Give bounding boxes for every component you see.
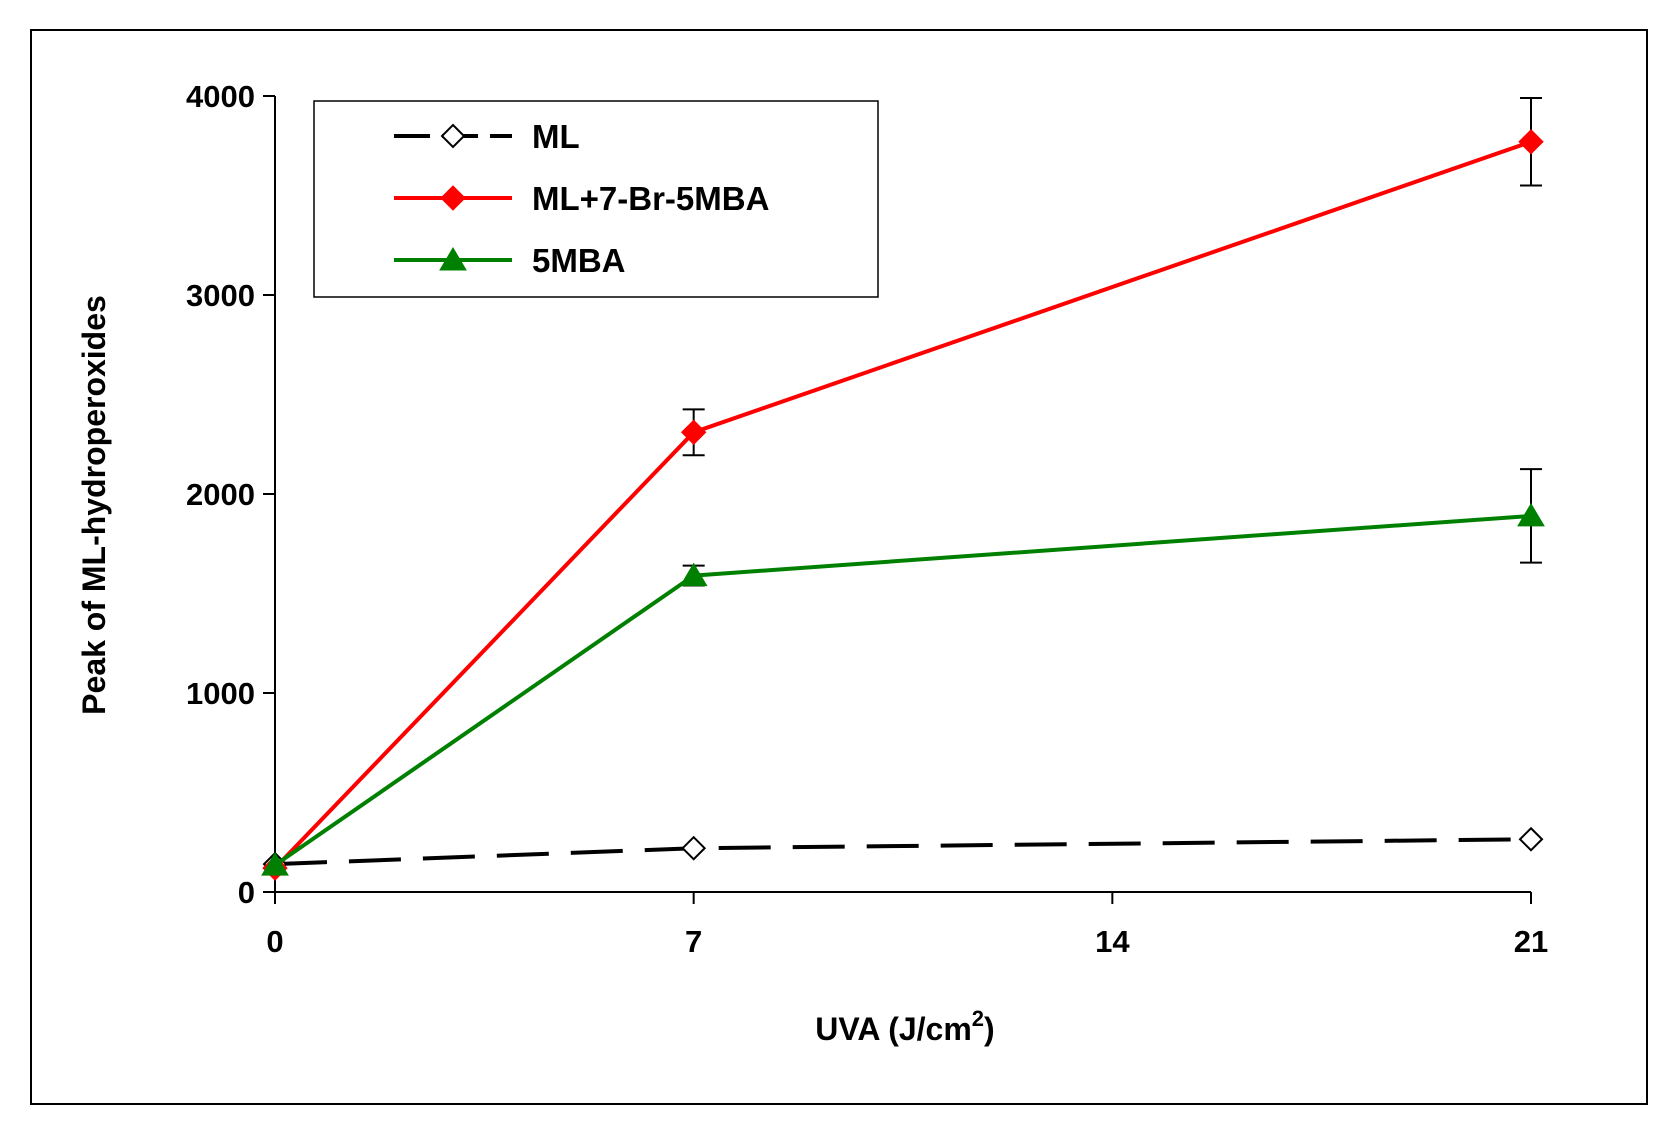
legend-label: 5MBA (532, 242, 626, 279)
data-point (261, 852, 289, 876)
legend-label: ML+7-Br-5MBA (532, 180, 769, 217)
x-tick-label: 14 (1095, 924, 1130, 959)
series-1 (262, 96, 1544, 881)
legend: ML ML+7-Br-5MBA 5MBA (313, 100, 879, 298)
legend-item-0: ML (394, 118, 580, 155)
y-tick-label: 2000 (186, 477, 255, 512)
y-tick-label: 0 (238, 875, 255, 910)
x-axis-label-superscript: 2 (972, 1006, 984, 1031)
legend-label: ML (532, 118, 580, 155)
legend-marker (440, 123, 466, 149)
y-tick-label: 4000 (186, 79, 255, 114)
series-2 (261, 468, 1545, 876)
y-tick-label: 3000 (186, 278, 255, 313)
data-point (681, 835, 707, 861)
y-tick-label: 1000 (186, 676, 255, 711)
axes: 0 1000 2000 3000 4000 0 7 14 21 (186, 79, 1548, 959)
legend-items: ML ML+7-Br-5MBA 5MBA (394, 118, 769, 279)
x-axis-label-suffix: ) (984, 1011, 995, 1047)
data-point (679, 562, 708, 587)
data-point (1518, 129, 1544, 155)
legend-item-2: 5MBA (394, 242, 626, 279)
series-layer (261, 96, 1545, 881)
data-point (1517, 502, 1545, 527)
y-axis-label: Peak of ML-hydroperoxides (76, 295, 112, 715)
legend-marker (439, 247, 467, 271)
data-point (1518, 826, 1544, 852)
legend-marker (440, 185, 466, 211)
x-axis-label-main: UVA (J/cm (815, 1011, 971, 1047)
x-tick-label: 21 (1514, 924, 1548, 959)
x-tick-label: 7 (685, 924, 702, 959)
x-tick-label: 0 (266, 924, 283, 959)
legend-item-1: ML+7-Br-5MBA (394, 180, 769, 217)
x-axis-label: UVA (J/cm2) (815, 1006, 994, 1047)
data-point (680, 419, 707, 446)
